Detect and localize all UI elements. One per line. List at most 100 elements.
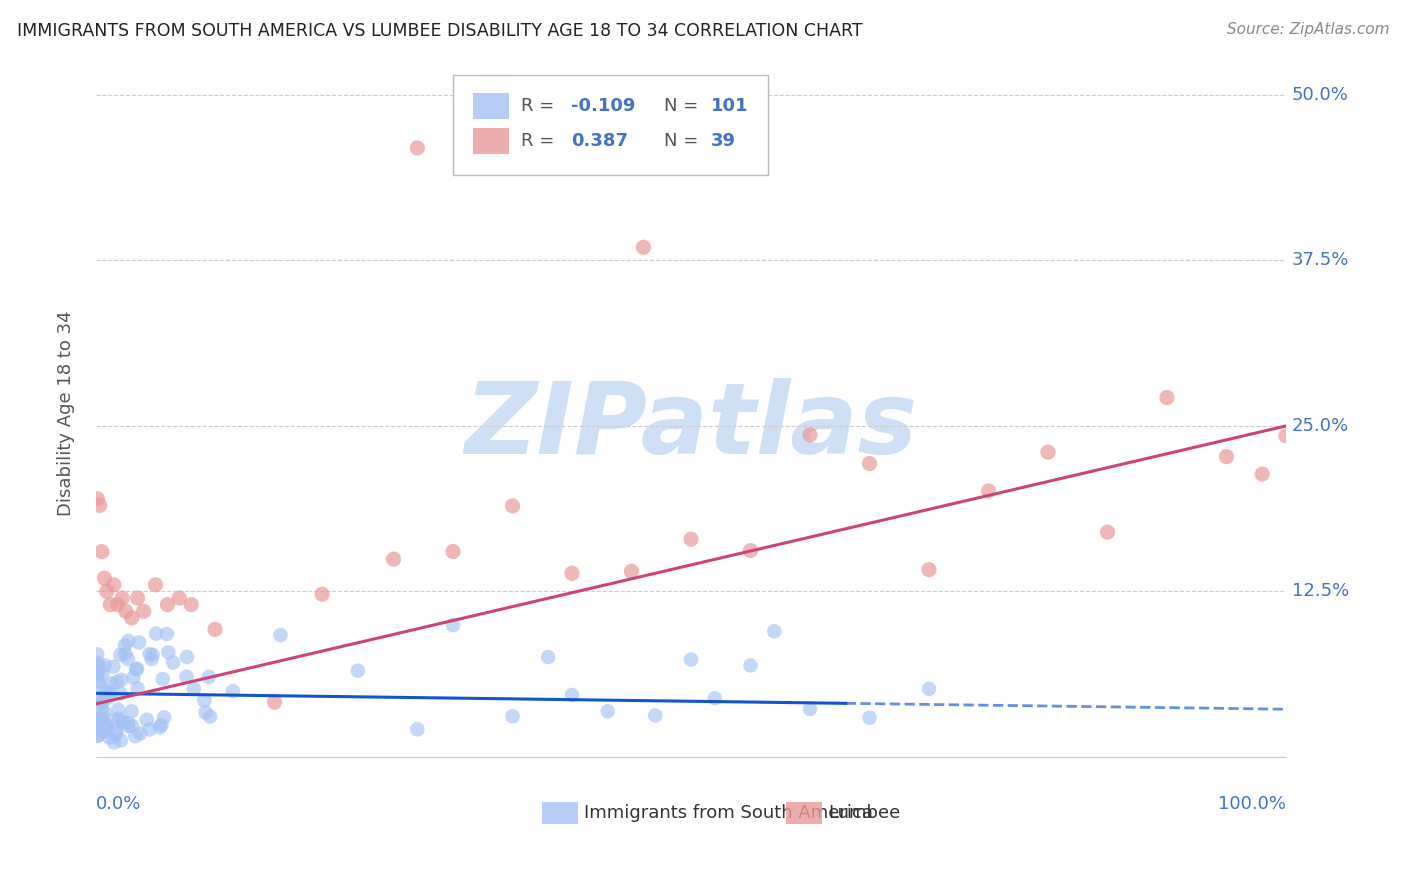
Point <box>703 691 725 706</box>
Text: ZIPatlas: ZIPatlas <box>464 378 918 475</box>
FancyBboxPatch shape <box>474 128 509 154</box>
Point <box>799 702 821 716</box>
Point <box>86 711 108 725</box>
Point <box>135 713 157 727</box>
Point <box>222 684 245 698</box>
Point <box>114 647 136 661</box>
Point <box>194 706 217 720</box>
Point <box>121 611 143 625</box>
Point <box>1215 450 1237 464</box>
Point <box>93 658 115 673</box>
Point <box>740 543 762 558</box>
Point <box>93 571 115 585</box>
Point <box>204 623 226 637</box>
Point <box>198 709 221 723</box>
Text: 100.0%: 100.0% <box>1218 795 1286 813</box>
Point <box>311 587 333 601</box>
Point <box>103 735 125 749</box>
Point <box>89 674 111 689</box>
Point <box>152 672 174 686</box>
Point <box>101 713 124 727</box>
Point <box>86 728 108 742</box>
Text: N =: N = <box>664 97 703 115</box>
Point <box>117 652 139 666</box>
Point <box>108 712 131 726</box>
Point <box>149 720 172 734</box>
Point <box>180 598 202 612</box>
Point <box>110 686 132 700</box>
Text: R =: R = <box>520 132 560 150</box>
Point <box>105 674 128 689</box>
Point <box>107 598 129 612</box>
Text: 0.387: 0.387 <box>571 132 628 150</box>
Point <box>93 705 115 719</box>
Point <box>183 681 205 696</box>
Point <box>86 656 108 670</box>
Text: 101: 101 <box>711 97 749 115</box>
Point <box>561 566 583 581</box>
Point <box>633 240 655 254</box>
Point <box>1156 391 1178 405</box>
Point <box>91 718 114 732</box>
Text: Lumbee: Lumbee <box>828 804 900 822</box>
Point <box>1097 525 1119 540</box>
Point <box>132 604 155 618</box>
Point <box>193 693 215 707</box>
Point <box>87 666 110 681</box>
Point <box>644 708 666 723</box>
Point <box>90 702 112 716</box>
Point <box>156 627 179 641</box>
Point <box>198 670 221 684</box>
Point <box>537 650 560 665</box>
Point <box>91 667 114 681</box>
Point <box>110 733 132 747</box>
Point <box>100 676 122 690</box>
Point <box>117 719 139 733</box>
Point <box>107 703 129 717</box>
Point <box>90 696 112 710</box>
Text: 50.0%: 50.0% <box>1292 86 1348 104</box>
Point <box>169 591 191 605</box>
Point <box>103 578 125 592</box>
Point <box>98 598 121 612</box>
Point <box>127 591 149 605</box>
Point <box>105 727 128 741</box>
Point <box>129 726 152 740</box>
Point <box>799 428 821 442</box>
Point <box>86 648 108 662</box>
Point <box>263 695 285 709</box>
Point <box>90 691 112 706</box>
Point <box>86 729 108 743</box>
Point <box>121 718 143 732</box>
Point <box>145 578 167 592</box>
Point <box>128 635 150 649</box>
Text: -0.109: -0.109 <box>571 97 636 115</box>
Point <box>763 624 786 639</box>
Point <box>114 639 136 653</box>
Point <box>153 710 176 724</box>
Point <box>94 724 117 739</box>
Point <box>91 715 114 730</box>
FancyBboxPatch shape <box>474 94 509 120</box>
Point <box>103 660 125 674</box>
Point <box>86 714 108 729</box>
Text: Immigrants from South America: Immigrants from South America <box>583 804 873 822</box>
Point <box>112 715 135 730</box>
Point <box>98 731 121 745</box>
Point <box>110 648 132 662</box>
Point <box>176 649 198 664</box>
FancyBboxPatch shape <box>543 802 578 823</box>
Point <box>142 648 165 662</box>
Point <box>86 666 108 681</box>
Point <box>596 704 619 718</box>
Point <box>91 711 114 725</box>
Point <box>679 652 702 666</box>
Point <box>86 723 108 738</box>
Y-axis label: Disability Age 18 to 34: Disability Age 18 to 34 <box>58 310 75 516</box>
Text: 39: 39 <box>711 132 737 150</box>
Point <box>157 645 180 659</box>
Point <box>96 584 118 599</box>
Point <box>162 656 184 670</box>
Point <box>122 671 145 685</box>
Text: Source: ZipAtlas.com: Source: ZipAtlas.com <box>1226 22 1389 37</box>
